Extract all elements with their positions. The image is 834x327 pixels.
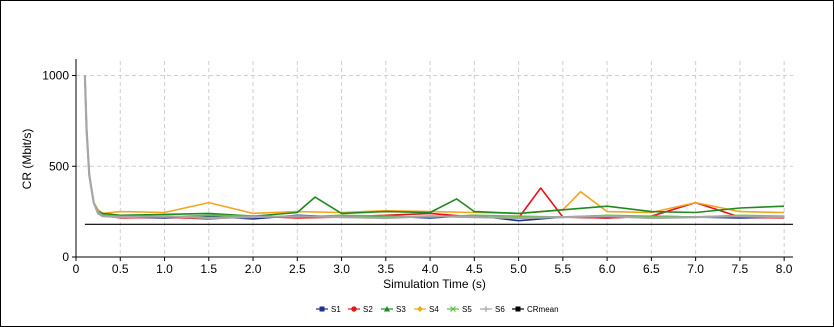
axes-layer — [75, 59, 793, 258]
series-line-s3 — [84, 75, 785, 217]
legend: S1 S2 S3 S4 S5 S6 CRmean — [316, 305, 559, 314]
legend-label: S4 — [429, 305, 439, 314]
legend-item-s4: S4 — [414, 305, 439, 314]
legend-label: CRmean — [527, 305, 559, 314]
x-tick-label: 7.5 — [732, 262, 749, 276]
legend-label: S2 — [363, 305, 373, 314]
y-tick-label: 0 — [62, 250, 69, 264]
x-tick-label: 2.0 — [245, 262, 262, 276]
y-tick-label: 500 — [49, 159, 69, 173]
x-tick-label: 5.5 — [555, 262, 572, 276]
x-tick-label: 4.0 — [422, 262, 439, 276]
x-tick-label: 3.5 — [377, 262, 394, 276]
x-tick-label: 2.5 — [289, 262, 306, 276]
legend-label: S1 — [331, 305, 341, 314]
tick-layer: 0 0.5 1.0 1.5 2.0 2.5 3.0 3.5 4.0 4.5 5.0 5.5 6.0 6.5… — [42, 69, 793, 276]
x-tick-label: 0.5 — [112, 262, 129, 276]
x-tick-label: 3.0 — [333, 262, 350, 276]
legend-item-s2: S2 — [348, 305, 373, 314]
grid-layer — [76, 61, 793, 257]
series-line-s1 — [84, 75, 785, 222]
series-line-s6 — [83, 75, 785, 220]
x-tick-label: 1.0 — [156, 262, 173, 276]
series-layer — [83, 75, 793, 225]
legend-item-s3: S3 — [381, 305, 406, 314]
x-tick-label: 7.0 — [687, 262, 704, 276]
x-tick-label: 0 — [73, 262, 80, 276]
x-axis-title: Simulation Time (s) — [383, 277, 486, 291]
series-line-s4 — [84, 75, 785, 215]
legend-label: S5 — [462, 305, 472, 314]
x-tick-label: 1.5 — [200, 262, 217, 276]
x-tick-label: 6.5 — [643, 262, 660, 276]
legend-label: S6 — [495, 305, 505, 314]
legend-label: S3 — [396, 305, 406, 314]
legend-marker — [384, 306, 390, 312]
legend-marker — [351, 306, 357, 312]
legend-marker — [417, 306, 423, 312]
legend-item-s1: S1 — [316, 305, 341, 314]
legend-item-crmean: CRmean — [512, 305, 559, 314]
y-tick-label: 1000 — [42, 69, 69, 83]
legend-item-s6: S6 — [480, 305, 505, 314]
x-tick-label: 8.0 — [776, 262, 793, 276]
y-axis-title: CR (Mbit/s) — [20, 129, 34, 190]
x-tick-label: 6.0 — [599, 262, 616, 276]
series-line-s5 — [84, 75, 785, 218]
legend-marker — [319, 306, 325, 312]
x-tick-label: 4.5 — [466, 262, 483, 276]
legend-marker — [450, 306, 456, 312]
legend-item-s5: S5 — [447, 305, 472, 314]
series-line-s2 — [84, 75, 785, 220]
legend-marker — [515, 306, 521, 312]
x-tick-label: 5.0 — [510, 262, 527, 276]
